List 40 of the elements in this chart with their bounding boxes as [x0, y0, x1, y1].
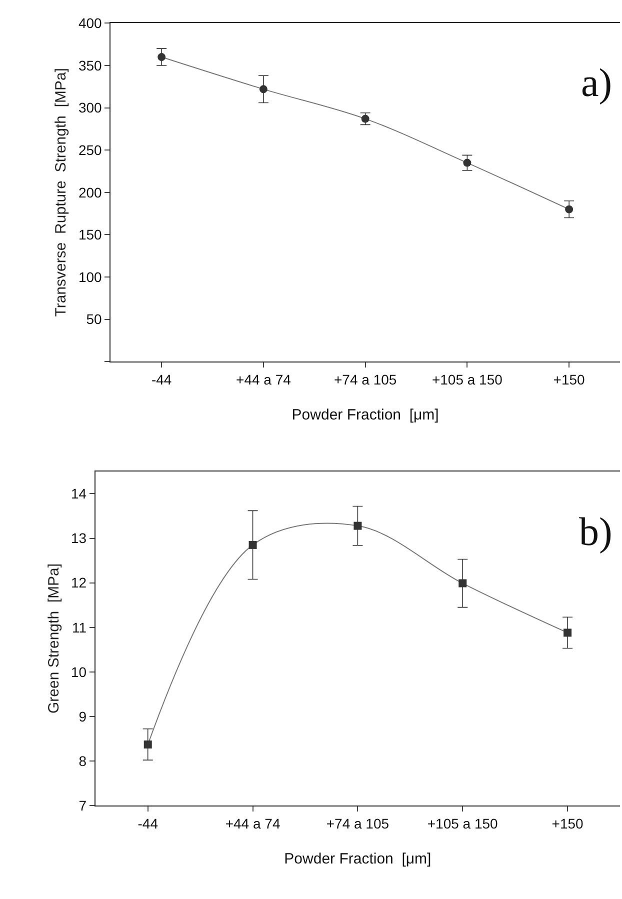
point: [248, 540, 257, 549]
y-tick-label: 13: [71, 530, 87, 546]
annotation: b): [579, 509, 612, 554]
y-tick-label: 150: [78, 226, 102, 243]
y-tick-label: 14: [71, 486, 87, 502]
x-tick-label: +105 a 150: [432, 371, 503, 388]
y-tick-label: 50: [86, 311, 102, 328]
x-tick-label: -44: [151, 371, 172, 388]
point: [565, 205, 574, 214]
point: [354, 522, 362, 530]
y-tick-label: 200: [78, 184, 102, 200]
point: [564, 628, 572, 637]
y-tick-label: 10: [71, 664, 87, 680]
y-axis-title: Green Strength [MPa]: [45, 563, 62, 714]
point: [144, 740, 152, 748]
x-axis-title: Powder Fraction [μm]: [284, 850, 432, 868]
x-axis-title: Powder Fraction [μm]: [292, 406, 439, 424]
x-tick-label: +44 a 74: [225, 815, 280, 832]
y-tick-label: 12: [71, 574, 87, 591]
y-tick-label: 9: [78, 708, 87, 724]
point: [458, 579, 467, 588]
y-tick-label: 8: [78, 752, 87, 769]
point: [259, 85, 268, 94]
y-tick-label: 7: [78, 797, 87, 814]
x-tick-label: +44 a 74: [236, 371, 292, 388]
x-tick-label: +74 a 105: [326, 815, 390, 832]
x-tick-label: +150: [553, 371, 586, 388]
y-axis-title: Transverse Rupture Strength [MPa]: [52, 68, 70, 317]
y-tick-label: 300: [78, 100, 102, 116]
y-tick-label: 350: [78, 57, 102, 74]
x-tick-label: -44: [138, 815, 158, 832]
point: [158, 53, 166, 62]
x-tick-label: +74 a 105: [334, 371, 397, 388]
annotation: a): [581, 60, 612, 105]
x-tick-label: +105 a 150: [427, 815, 498, 832]
y-tick-label: 100: [78, 268, 102, 285]
y-tick-label: 11: [72, 619, 87, 636]
y-tick-label: 400: [78, 15, 102, 32]
x-tick-label: +150: [552, 815, 584, 832]
y-tick-label: 250: [78, 142, 102, 158]
